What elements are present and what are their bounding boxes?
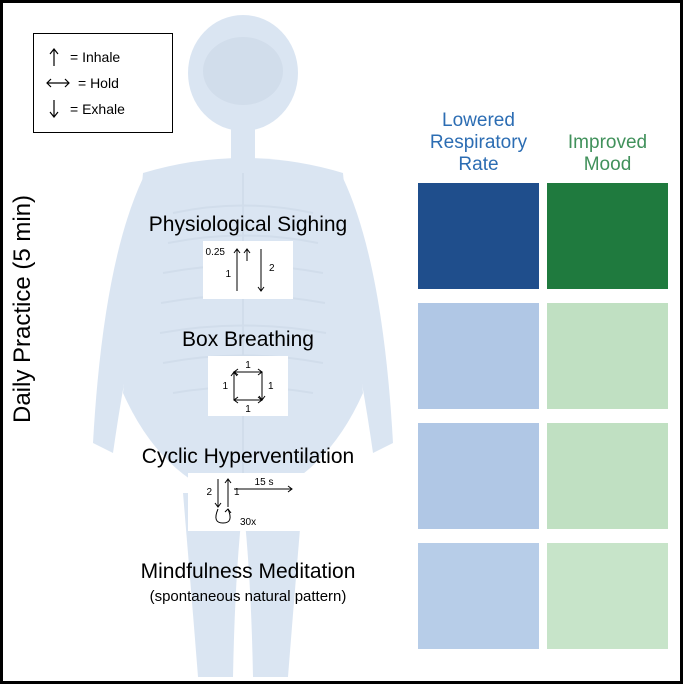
effect-cell bbox=[547, 303, 668, 409]
legend-row-hold: = Hold bbox=[44, 75, 162, 91]
grid-row bbox=[418, 423, 668, 529]
technique-title: Mindfulness Meditation bbox=[93, 560, 403, 584]
legend-label-hold: = Hold bbox=[78, 75, 119, 91]
grid-row bbox=[418, 303, 668, 409]
svg-text:2: 2 bbox=[269, 263, 275, 274]
svg-text:1: 1 bbox=[268, 381, 274, 392]
column-headers: Lowered Respiratory Rate Improved Mood bbox=[418, 98, 668, 176]
effect-cell bbox=[547, 423, 668, 529]
arrow-lr-icon bbox=[44, 76, 72, 90]
svg-text:1: 1 bbox=[234, 487, 240, 498]
technique: Mindfulness Meditation (spontaneous natur… bbox=[93, 560, 403, 605]
effect-cell bbox=[418, 303, 539, 409]
svg-text:1: 1 bbox=[225, 269, 231, 280]
technique-diagram: 1 1 1 1 bbox=[208, 356, 288, 416]
svg-text:1: 1 bbox=[222, 381, 228, 392]
technique-title: Cyclic Hyperventilation bbox=[93, 445, 403, 469]
effect-cell bbox=[418, 423, 539, 529]
svg-text:15 s: 15 s bbox=[255, 477, 274, 488]
grid-row bbox=[418, 543, 668, 649]
technique-title: Physiological Sighing bbox=[93, 213, 403, 237]
effect-cell bbox=[418, 183, 539, 289]
svg-text:2: 2 bbox=[206, 487, 212, 498]
legend-box: = Inhale = Hold = Exhale bbox=[33, 33, 173, 133]
effect-cell bbox=[418, 543, 539, 649]
svg-text:0.25: 0.25 bbox=[206, 247, 226, 258]
technique-subtitle: (spontaneous natural pattern) bbox=[93, 588, 403, 605]
col-header-mood: Improved Mood bbox=[547, 98, 668, 176]
svg-text:1: 1 bbox=[245, 404, 251, 415]
infographic-frame: = Inhale = Hold = Exhale Daily Practice … bbox=[0, 0, 683, 684]
technique-title: Box Breathing bbox=[93, 328, 403, 352]
grid-row bbox=[418, 183, 668, 289]
technique-diagram: 2 1 15 s 30x bbox=[188, 473, 308, 531]
legend-row-exhale: = Exhale bbox=[44, 98, 162, 120]
y-axis-label: Daily Practice (5 min) bbox=[9, 195, 37, 423]
arrow-down-icon bbox=[44, 98, 64, 120]
svg-text:30x: 30x bbox=[240, 517, 256, 528]
arrow-up-icon bbox=[44, 46, 64, 68]
effect-cell bbox=[547, 183, 668, 289]
technique: Physiological Sighing 0.25 1 2 bbox=[93, 213, 403, 304]
technique: Box Breathing 1 1 1 1 bbox=[93, 328, 403, 421]
effect-cell bbox=[547, 543, 668, 649]
technique-diagram: 0.25 1 2 bbox=[203, 241, 293, 299]
col-header-respiratory: Lowered Respiratory Rate bbox=[418, 98, 539, 176]
techniques-column: Physiological Sighing 0.25 1 2 Box Breathing… bbox=[93, 213, 403, 605]
technique: Cyclic Hyperventilation 2 1 15 s 30x bbox=[93, 445, 403, 536]
legend-row-inhale: = Inhale bbox=[44, 46, 162, 68]
effect-grid bbox=[418, 183, 668, 649]
legend-label-inhale: = Inhale bbox=[70, 49, 120, 65]
svg-text:1: 1 bbox=[245, 360, 251, 371]
legend-label-exhale: = Exhale bbox=[70, 101, 125, 117]
